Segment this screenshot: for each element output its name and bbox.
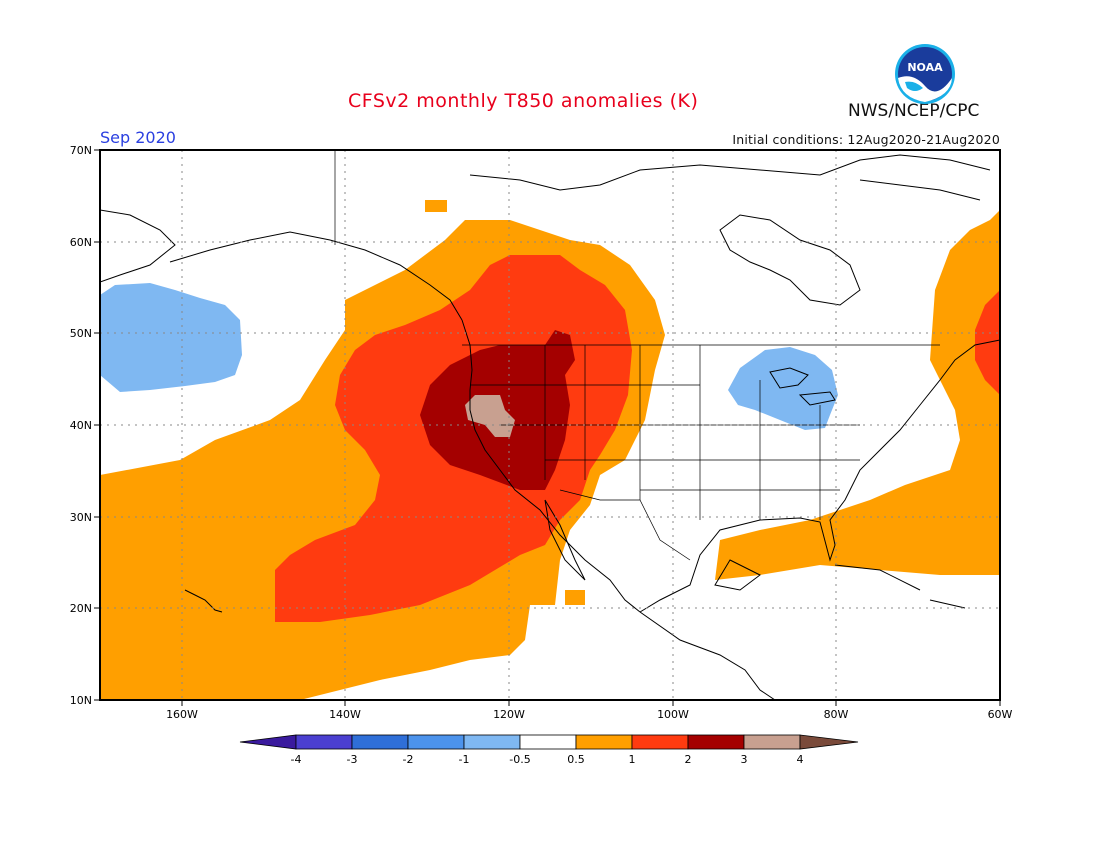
lon-label: 120W	[493, 708, 525, 721]
colorbar-tick-label: -1	[459, 753, 470, 766]
colorbar-segment	[799, 734, 859, 750]
anomaly-region-blue-alaska	[100, 283, 242, 392]
lat-label: 50N	[70, 327, 92, 340]
lat-label: 10N	[70, 694, 92, 707]
colorbar-tick-label: 1	[629, 753, 636, 766]
colorbar-tick-label: -3	[347, 753, 358, 766]
map-frame	[99, 149, 1001, 701]
lon-label: 80W	[824, 708, 849, 721]
lat-label: 70N	[70, 144, 92, 157]
colorbar-tick-label: -0.5	[509, 753, 530, 766]
anomaly-region-darkred-core	[420, 330, 575, 490]
lon-label: 100W	[657, 708, 689, 721]
lon-label: 160W	[166, 708, 198, 721]
anomaly-region-orange-pacific	[100, 220, 665, 700]
colorbar-tick-label: -4	[291, 753, 302, 766]
anomaly-region-tan-hotspot	[465, 395, 515, 437]
colorbar-segment	[575, 734, 633, 750]
agency-label: NWS/NCEP/CPC	[848, 101, 980, 121]
political-borders	[334, 150, 940, 561]
colorbar-segment	[407, 734, 465, 750]
anomaly-speck-orange	[425, 200, 447, 212]
map-title: CFSv2 monthly T850 anomalies (K)	[348, 90, 699, 112]
lon-label: 140W	[329, 708, 361, 721]
anomaly-speck-orange-2	[565, 590, 585, 605]
anomaly-region-blue-greatlakes	[728, 347, 838, 430]
colorbar-tick-label: 0.5	[567, 753, 585, 766]
lon-label: 60W	[988, 708, 1013, 721]
lat-label: 60N	[70, 236, 92, 249]
graticule	[100, 150, 1000, 700]
colorbar-tick-label: 4	[797, 753, 804, 766]
colorbar-tick-label: -2	[403, 753, 414, 766]
anomaly-region-red-atlantic	[975, 290, 1000, 395]
colorbar-segment	[519, 734, 577, 750]
colorbar-segment	[295, 734, 353, 750]
lat-label: 40N	[70, 419, 92, 432]
colorbar	[239, 734, 859, 750]
colorbar-tick-label: 2	[685, 753, 692, 766]
lat-label: 20N	[70, 602, 92, 615]
colorbar-tick-label: 3	[741, 753, 748, 766]
anomaly-region-red-plume	[275, 255, 632, 622]
colorbar-segment	[687, 734, 745, 750]
noaa-logo-icon: NOAA	[895, 44, 955, 104]
colorbar-segment	[351, 734, 409, 750]
svg-text:NOAA: NOAA	[907, 61, 943, 74]
lat-label: 30N	[70, 511, 92, 524]
axis-ticks	[94, 149, 1001, 706]
colorbar-segment	[743, 734, 801, 750]
colorbar-segment	[631, 734, 689, 750]
anomaly-region-orange-atlantic	[715, 210, 1000, 580]
forecast-month: Sep 2020	[100, 128, 176, 147]
colorbar-segment	[239, 734, 297, 750]
initial-conditions: Initial conditions: 12Aug2020-21Aug2020	[732, 132, 1000, 147]
coastlines	[100, 154, 1000, 700]
colorbar-segment	[463, 734, 521, 750]
